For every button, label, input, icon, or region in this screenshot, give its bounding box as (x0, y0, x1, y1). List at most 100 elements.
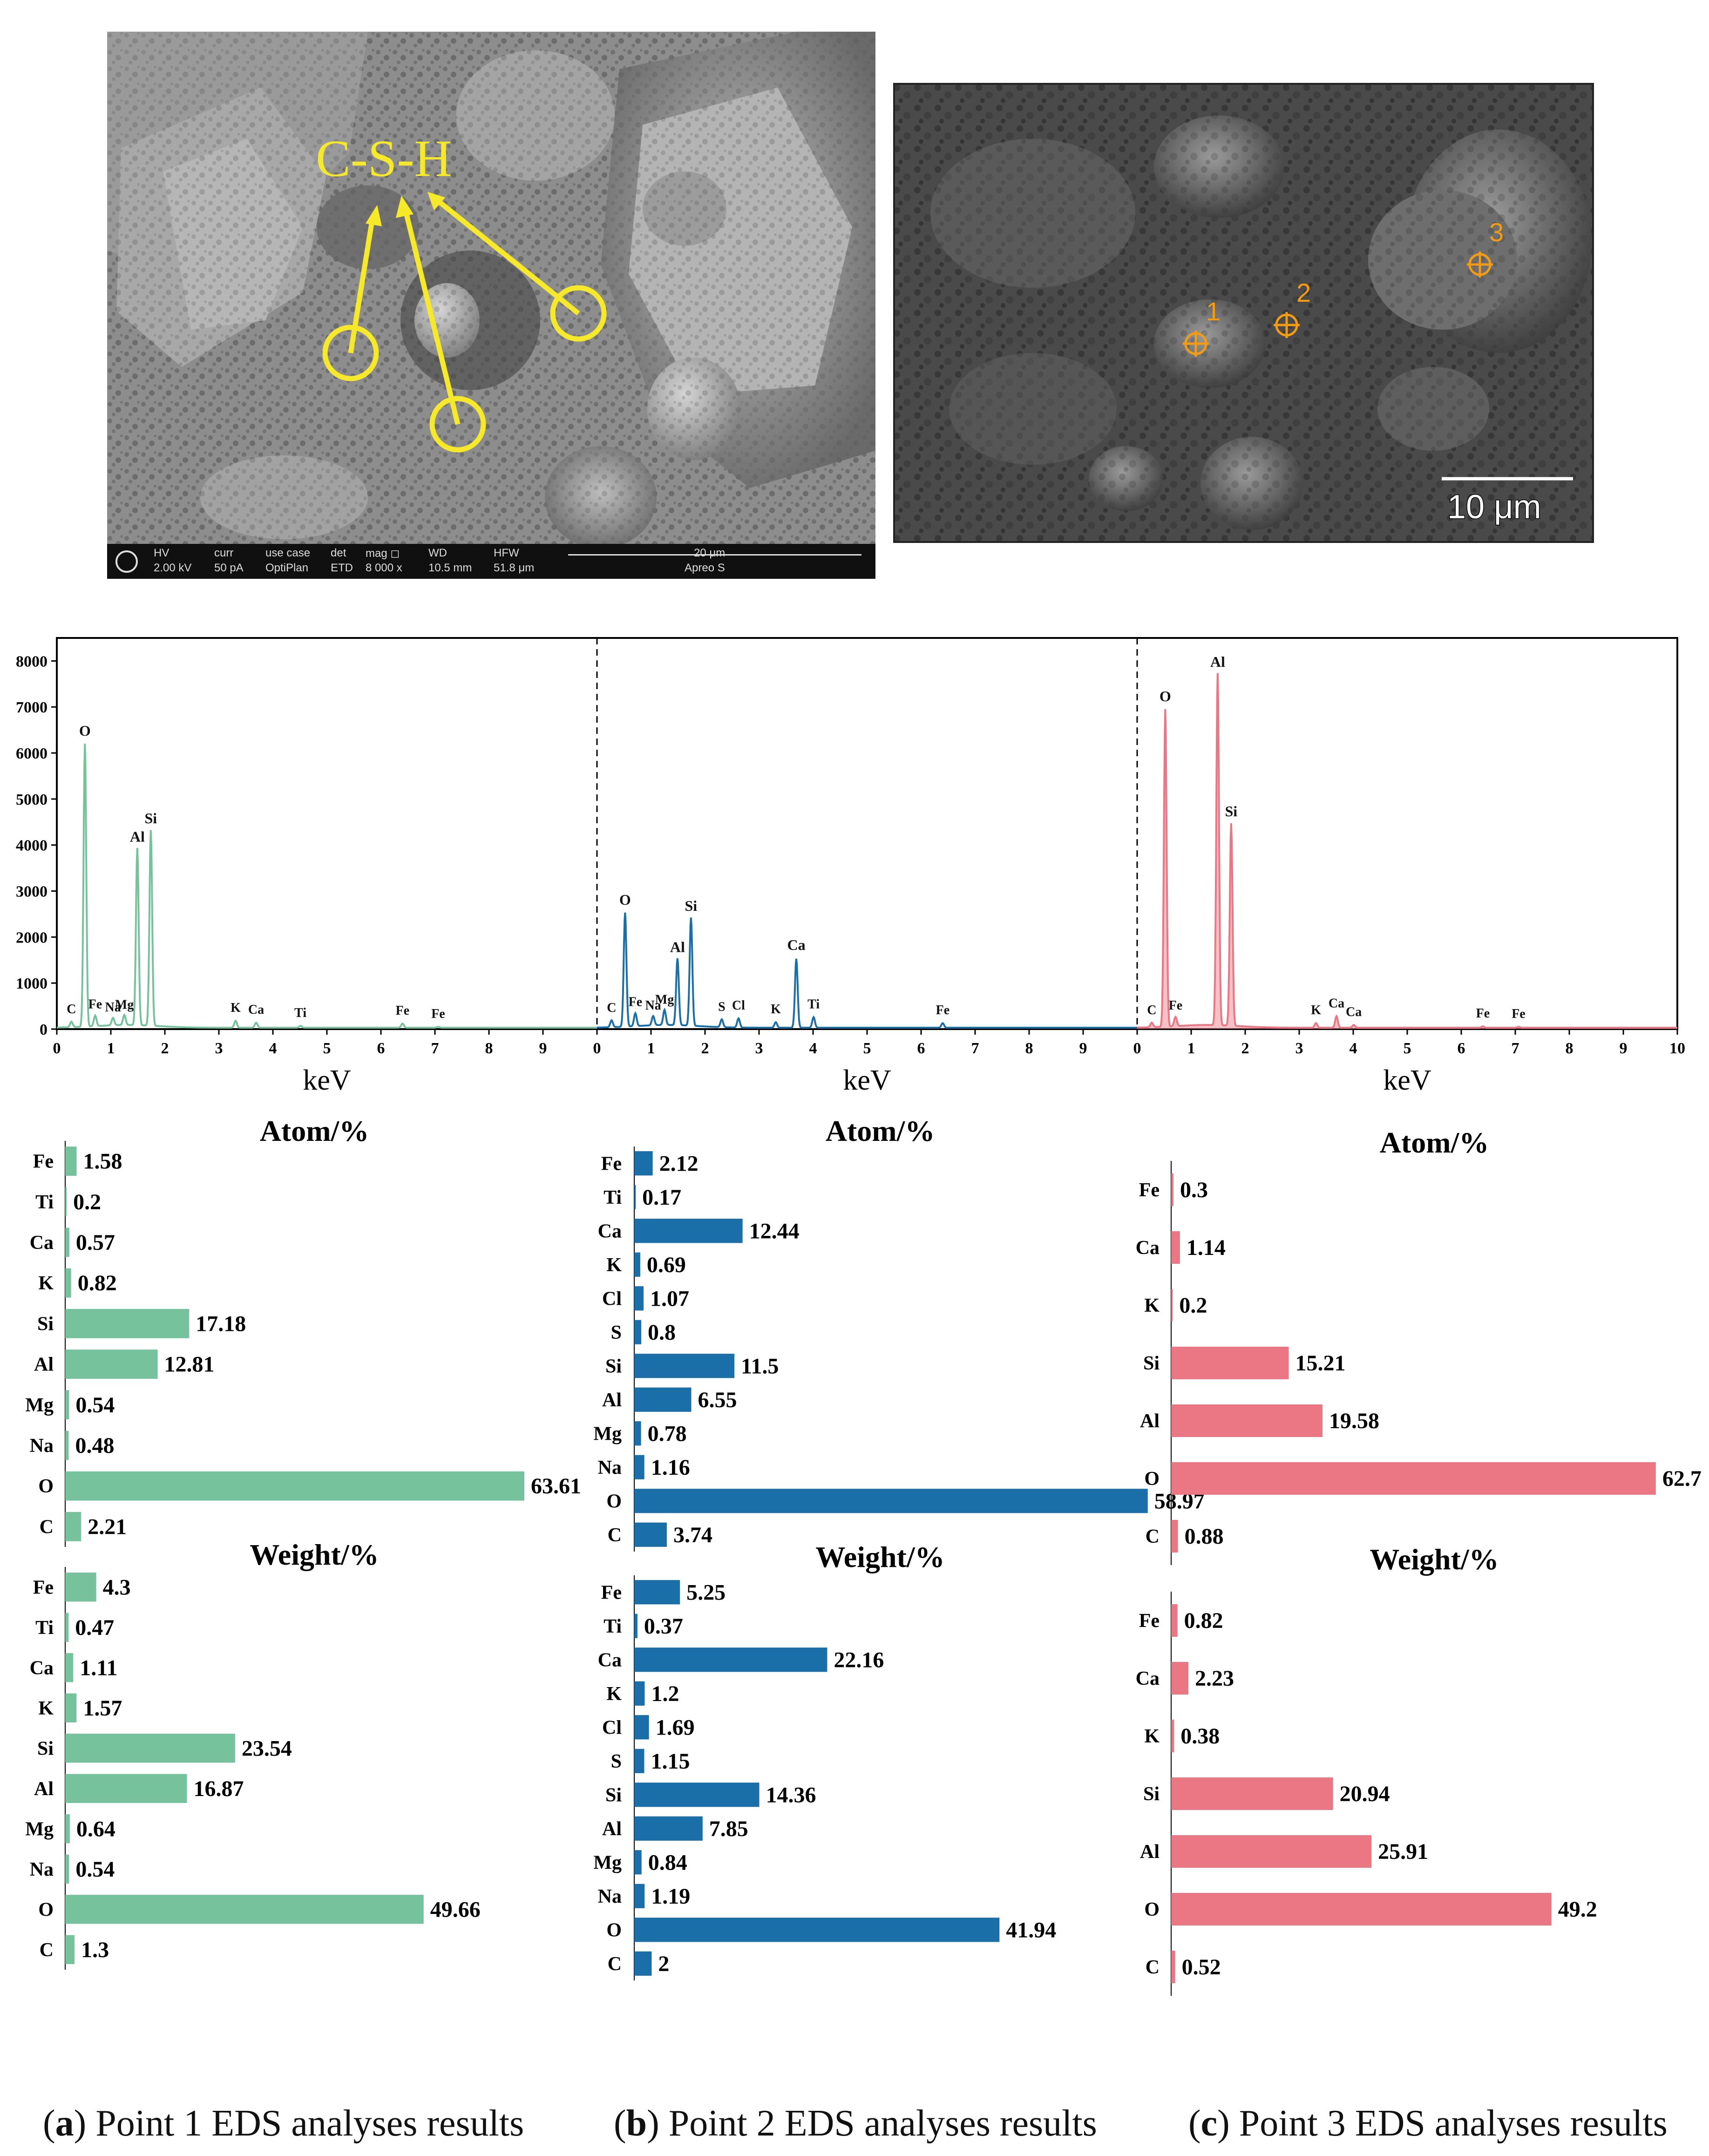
bar-value-label: 41.94 (1006, 1918, 1056, 1942)
bar-value-label: 11.5 (741, 1354, 779, 1378)
bar-value-label: 0.52 (1182, 1955, 1221, 1980)
sem-image-left: C-S-H HV 2.00 kV curr 50 pA use case Opt… (107, 32, 875, 579)
bar-p2-Na (634, 1455, 644, 1479)
bar-category-label: C (1146, 1957, 1160, 1978)
bar-category-label: Fe (601, 1153, 622, 1174)
bar-value-label: 0.64 (76, 1817, 115, 1841)
bar-category-label: Al (602, 1818, 622, 1840)
x-tick-label: 7 (431, 1040, 439, 1057)
peak-label-3-Fe: Fe (1169, 998, 1183, 1013)
bar-category-label: Al (34, 1354, 54, 1376)
bar-value-label: 1.69 (656, 1715, 695, 1740)
point-label-1: 1 (1206, 297, 1221, 326)
bar-category-label: K (1144, 1295, 1160, 1316)
bar-value-label: 0.17 (642, 1185, 681, 1210)
peak-label-2-Cl: Cl (732, 998, 745, 1013)
bar-p1-C (65, 1512, 81, 1541)
point-label-3: 3 (1489, 217, 1504, 247)
sem-logo-icon (115, 550, 138, 573)
bar-category-label: K (606, 1683, 622, 1705)
bar-p2-Si (634, 1354, 735, 1378)
bar-p1-Mg (65, 1814, 70, 1844)
bar-p1-Si (65, 1734, 235, 1763)
bar-p2-C (634, 1522, 667, 1547)
bar-title-p2-atom: Atom/% (826, 1114, 935, 1147)
bar-value-label: 1.15 (651, 1749, 690, 1774)
y-tick-label: 1000 (16, 975, 47, 992)
bar-value-label: 0.2 (1179, 1293, 1207, 1318)
info-instrument: Apreo S (685, 562, 725, 574)
bar-value-label: 63.61 (531, 1474, 581, 1498)
peak-label-1-Ca: Ca (248, 1003, 264, 1017)
bar-value-label: 12.44 (749, 1219, 800, 1243)
info-mag: mag ◻ (366, 547, 400, 560)
spectrum-line-2 (597, 912, 1137, 1029)
bar-category-label: O (38, 1476, 54, 1497)
x-tick-label: 1 (107, 1040, 115, 1057)
bar-category-label: Ti (604, 1616, 622, 1637)
x-tick-label: 3 (215, 1040, 223, 1057)
info-det: det (331, 547, 346, 559)
bar-p3-Al (1171, 1404, 1323, 1437)
bar-p1-Ca (65, 1653, 74, 1682)
bar-p3-C (1171, 1951, 1175, 1983)
bar-title-p2-weight: Weight/% (815, 1540, 944, 1573)
bar-value-label: 17.18 (196, 1311, 246, 1336)
bar-value-label: 0.38 (1180, 1724, 1220, 1749)
bar-p1-C (65, 1935, 75, 1964)
x-tick-label: 9 (1620, 1040, 1628, 1057)
sem-image-right: 1 2 3 10 μm (893, 83, 1594, 543)
bar-category-label: S (611, 1322, 622, 1343)
bar-category-label: Na (598, 1886, 622, 1907)
bar-category-label: Mg (593, 1852, 622, 1873)
y-tick-label: 8000 (16, 653, 47, 670)
x-tick-label: 2 (1241, 1040, 1249, 1057)
x-tick-label: 6 (377, 1040, 385, 1057)
sem-info-bar: HV 2.00 kV curr 50 pA use case OptiPlan … (107, 544, 875, 579)
bar-p2-Na (634, 1884, 645, 1908)
peak-label-3-Al: Al (1210, 653, 1225, 670)
bar-value-label: 1.19 (651, 1884, 690, 1909)
bar-value-label: 2.23 (1195, 1666, 1234, 1691)
peak-label-2-Ca: Ca (787, 936, 805, 953)
x-tick-label: 1 (1187, 1040, 1195, 1057)
bar-category-label: Ca (30, 1657, 54, 1679)
bar-p2-Si (634, 1783, 760, 1807)
caption-c-letter: c (1200, 2103, 1218, 2144)
peak-label-3-Fe: Fe (1512, 1007, 1526, 1021)
x-tick-label: 2 (161, 1040, 169, 1057)
bar-category-label: Ca (1136, 1237, 1160, 1259)
bar-value-label: 1.57 (83, 1696, 122, 1721)
caption-a: (a) Point 1 EDS analyses results (43, 2103, 524, 2144)
bar-p2-Ca (634, 1648, 827, 1672)
bar-title-p1-atom: Atom/% (260, 1114, 369, 1147)
bar-p1-Al (65, 1774, 187, 1803)
bar-category-label: C (40, 1516, 54, 1538)
bar-category-label: C (608, 1953, 622, 1975)
info-curr: curr (214, 547, 234, 559)
x-tick-label: 3 (1295, 1040, 1303, 1057)
sem-right-graphic: 1 2 3 10 μm (893, 83, 1594, 543)
x-tick-label: 8 (1566, 1040, 1573, 1057)
peak-label-2-C: C (607, 1001, 616, 1015)
bar-value-label: 2 (658, 1952, 669, 1976)
info-hv: HV (154, 547, 170, 559)
x-tick-label: 6 (1458, 1040, 1465, 1057)
bar-value-label: 0.82 (1184, 1608, 1223, 1633)
bar-p1-Na (65, 1431, 69, 1460)
y-tick-label: 0 (40, 1021, 47, 1038)
bar-p1-Ti (65, 1613, 69, 1642)
bar-category-label: O (1144, 1468, 1160, 1490)
bar-value-label: 1.16 (651, 1455, 690, 1480)
peak-label-1-Fe: Fe (88, 997, 102, 1011)
bar-p3-Fe (1171, 1173, 1173, 1206)
bar-title-p1-weight: Weight/% (250, 1538, 379, 1571)
info-usecase: use case (265, 547, 311, 559)
caption-b-letter: b (626, 2103, 647, 2144)
x-tick-label: 0 (53, 1040, 61, 1057)
x-tick-label: 9 (1079, 1040, 1087, 1057)
x-tick-label: 4 (809, 1040, 817, 1057)
x-tick-label: 7 (1512, 1040, 1519, 1057)
bar-value-label: 3.74 (673, 1523, 712, 1547)
